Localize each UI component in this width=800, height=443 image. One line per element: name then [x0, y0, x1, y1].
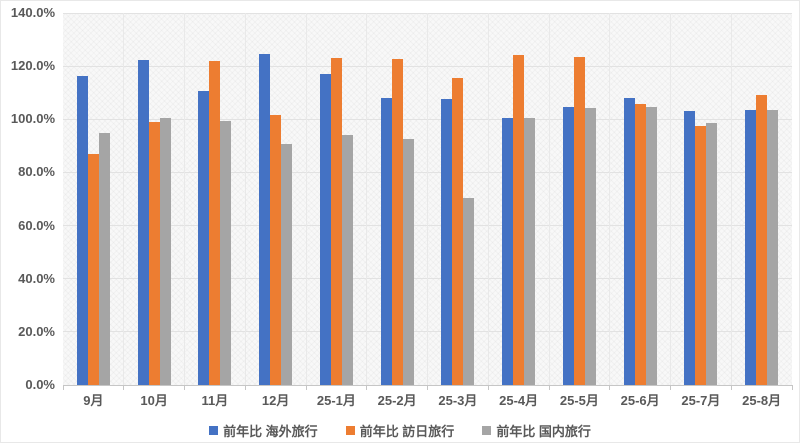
bar-前年比 国内旅行-25-1月: [341, 134, 353, 385]
x-axis-tick-mark: [487, 385, 489, 390]
x-gridline: [184, 13, 185, 385]
x-gridline: [487, 13, 489, 385]
bar-前年比 海外旅行-12月: [259, 54, 271, 385]
plot-area: [63, 12, 792, 386]
x-axis-category-label: 25-5月: [559, 393, 599, 408]
legend-item: 前年比 海外旅行: [209, 421, 318, 440]
x-gridline: [609, 13, 611, 385]
x-axis-tick-mark: [609, 385, 611, 390]
bar-前年比 訪日旅行-25-8月: [756, 94, 768, 385]
x-gridline: [366, 13, 368, 385]
legend-item: 前年比 訪日旅行: [345, 421, 455, 440]
x-axis-category-label: 9月: [83, 393, 104, 408]
x-axis-tick-mark: [730, 385, 732, 390]
legend-label: 前年比 訪日旅行: [359, 424, 455, 439]
bar-前年比 国内旅行-25-3月: [463, 197, 475, 385]
bar-前年比 国内旅行-25-8月: [767, 109, 779, 385]
bar-前年比 国内旅行-25-5月: [584, 107, 596, 385]
x-axis-category-label: 25-6月: [620, 393, 660, 408]
x-axis-category-label: 11月: [201, 393, 229, 408]
x-axis-tick-mark: [670, 385, 671, 390]
bar-前年比 海外旅行-9月: [76, 75, 88, 385]
legend-marker-icon: [482, 426, 492, 435]
legend-label: 前年比 海外旅行: [223, 424, 318, 439]
bar-前年比 海外旅行-25-8月: [745, 110, 757, 385]
bar-前年比 海外旅行-11月: [198, 91, 210, 385]
y-axis-tick-label: 100.0%: [10, 111, 55, 127]
bar-前年比 海外旅行-25-5月: [562, 106, 574, 385]
x-gridline: [670, 13, 671, 385]
bar-前年比 国内旅行-25-7月: [706, 123, 718, 385]
x-gridline: [123, 13, 125, 385]
bar-前年比 訪日旅行-25-3月: [452, 77, 464, 385]
x-axis-category-label: 25-7月: [681, 393, 721, 408]
x-axis-tick-mark: [244, 385, 246, 390]
x-axis-category-label: 25-8月: [742, 393, 782, 408]
bar-前年比 海外旅行-25-6月: [623, 97, 635, 385]
legend-item: 前年比 国内旅行: [482, 421, 591, 440]
x-axis-tick-mark: [184, 385, 185, 390]
y-axis-tick-label: 140.0%: [10, 5, 55, 20]
x-axis-category-label: 25-2月: [377, 393, 417, 408]
x-gridline: [548, 13, 550, 385]
x-axis-tick-mark: [123, 385, 125, 390]
bar-前年比 訪日旅行-12月: [270, 114, 282, 385]
bar-前年比 国内旅行-25-4月: [524, 117, 536, 385]
y-axis-tick-label: 40.0%: [18, 270, 55, 286]
bar-前年比 海外旅行-10月: [137, 59, 149, 385]
x-axis-tick-mark: [548, 385, 550, 390]
bar-前年比 国内旅行-25-6月: [645, 107, 657, 385]
y-axis-tick-label: 0.0%: [25, 377, 55, 392]
bar-前年比 訪日旅行-25-5月: [573, 57, 585, 385]
bar-前年比 海外旅行-25-2月: [380, 97, 392, 385]
x-axis-tick-mark: [366, 385, 368, 390]
bar-前年比 国内旅行-11月: [220, 120, 232, 385]
y-axis-tick-label: 120.0%: [10, 58, 55, 74]
x-axis-tick-mark: [305, 385, 307, 390]
x-gridline: [305, 13, 307, 385]
x-gridline: [427, 13, 428, 385]
bar-前年比 訪日旅行-25-7月: [695, 126, 707, 385]
x-axis-category-label: 12月: [261, 393, 290, 408]
x-gridline: [244, 13, 246, 385]
bar-前年比 訪日旅行-25-2月: [391, 58, 403, 385]
y-axis-tick-label: 20.0%: [18, 323, 55, 339]
legend-marker-icon: [209, 426, 219, 435]
y-axis-tick-label: 80.0%: [18, 164, 55, 180]
bar-前年比 海外旅行-25-1月: [319, 73, 331, 385]
bar-前年比 海外旅行-25-4月: [502, 118, 514, 385]
bar-前年比 訪日旅行-10月: [148, 121, 160, 385]
y-axis-tick-label: 60.0%: [18, 217, 55, 233]
x-axis-tick-mark: [62, 385, 64, 390]
x-axis-tick-mark: [791, 385, 793, 390]
bar-前年比 国内旅行-12月: [281, 143, 293, 385]
x-axis-category-label: 25-1月: [316, 393, 356, 408]
bar-前年比 訪日旅行-25-6月: [634, 104, 646, 385]
bar-前年比 国内旅行-10月: [159, 117, 171, 385]
bar-前年比 国内旅行-9月: [98, 133, 110, 385]
x-axis-category-label: 25-4月: [499, 393, 539, 408]
bar-前年比 海外旅行-25-3月: [441, 99, 453, 385]
bar-前年比 訪日旅行-11月: [209, 60, 221, 385]
x-axis-category-label: 10月: [140, 393, 168, 408]
bar-前年比 訪日旅行-9月: [87, 153, 99, 385]
x-gridline: [730, 13, 732, 385]
legend-label: 前年比 国内旅行: [496, 424, 591, 439]
x-axis-tick-mark: [427, 385, 428, 390]
bar-前年比 訪日旅行-25-1月: [330, 57, 342, 385]
bar-前年比 訪日旅行-25-4月: [513, 55, 525, 385]
bar-前年比 海外旅行-25-7月: [684, 111, 696, 385]
legend: 前年比 海外旅行 前年比 訪日旅行 前年比 国内旅行: [1, 421, 799, 440]
legend-marker-icon: [345, 426, 355, 435]
bar-前年比 国内旅行-25-2月: [402, 139, 414, 385]
x-axis-category-label: 25-3月: [438, 393, 478, 408]
